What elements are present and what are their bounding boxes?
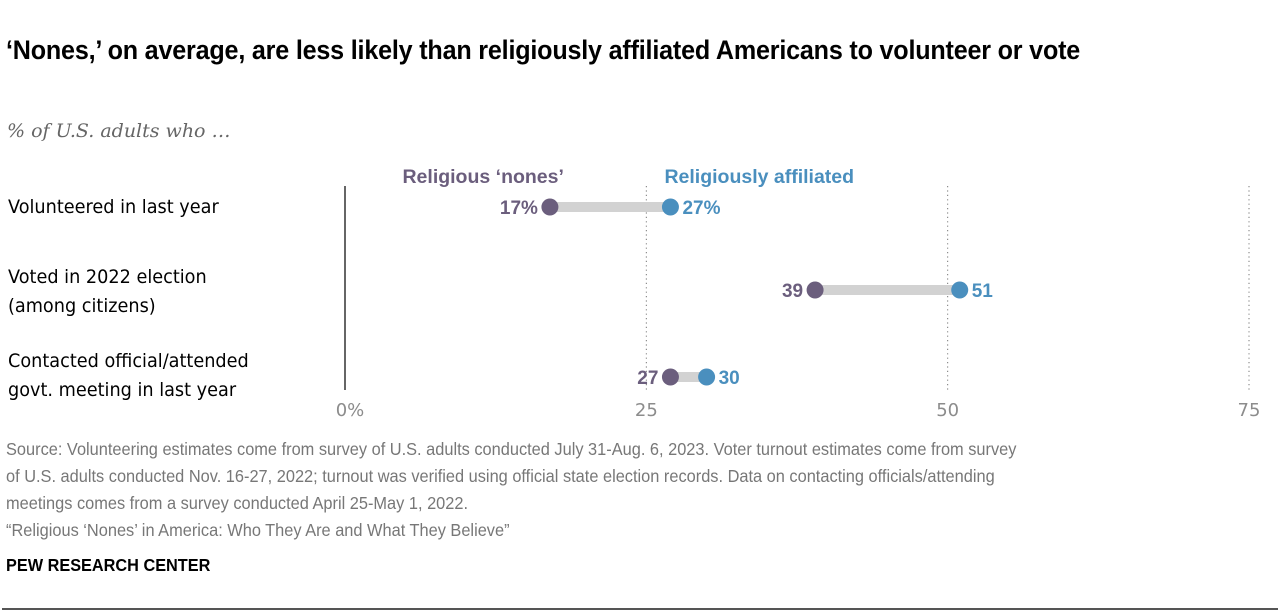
row-label-voted: Voted in 2022 election (among citizens) [8, 263, 207, 321]
x-tick-label-25: 25 [635, 400, 658, 421]
x-tick-label-75: 75 [1238, 400, 1261, 421]
x-tick-label-0: 0% [336, 400, 365, 421]
x-tick-label-50: 50 [936, 400, 959, 421]
dot-religiously-affiliated [698, 368, 716, 386]
dot-religious-nones [661, 368, 679, 386]
connector-bar [670, 372, 707, 382]
chart-subtitle: % of U.S. adults who … [7, 120, 231, 142]
brand-logo-text: PEW RESEARCH CENTER [6, 555, 211, 575]
row-label-line: Volunteered in last year [8, 196, 219, 218]
bottom-divider [2, 608, 1278, 610]
row-group-1: 39 51 [782, 281, 993, 302]
dot-religiously-affiliated [951, 281, 969, 299]
legend-religiously-affiliated: Religiously affiliated [664, 166, 854, 188]
connector-bar [815, 285, 960, 295]
connector-bar [549, 202, 671, 212]
report-title: “Religious ‘Nones’ in America: Who They … [6, 520, 510, 540]
chart-title: ‘Nones,’ on average, are less likely tha… [6, 35, 1081, 65]
row-label-line: Voted in 2022 election [8, 266, 207, 288]
row-label-volunteered: Volunteered in last year [8, 193, 219, 222]
source-note: Source: Volunteering estimates come from… [6, 436, 1184, 544]
source-line: meetings comes from a survey conducted A… [6, 493, 469, 513]
row-label-contacted: Contacted official/attended govt. meetin… [8, 347, 249, 405]
dot-religiously-affiliated [661, 198, 679, 216]
value-label-religiously-affiliated: 30 [719, 368, 740, 389]
value-label-religiously-affiliated: 51 [972, 281, 994, 302]
row-label-line: Contacted official/attended [8, 350, 249, 372]
legend-religious-nones: Religious ‘nones’ [402, 166, 563, 188]
dot-religious-nones [541, 198, 559, 216]
value-label-religiously-affiliated: 27% [682, 198, 720, 219]
row-group-0: 17% 27% [500, 198, 721, 219]
row-label-line: govt. meeting in last year [8, 379, 237, 401]
value-label-religious-nones: 27 [637, 368, 658, 389]
value-label-religious-nones: 39 [782, 281, 803, 302]
row-label-line: (among citizens) [8, 295, 156, 317]
source-line: of U.S. adults conducted Nov. 16-27, 202… [6, 466, 995, 486]
dot-religious-nones [806, 281, 824, 299]
value-label-religious-nones: 17% [500, 198, 538, 219]
axis-layer: 0% 25 50 75 [336, 400, 1261, 421]
source-line: Source: Volunteering estimates come from… [6, 439, 1017, 459]
marks-layer: 17% 27% 39 51 27 30 [500, 198, 993, 389]
row-group-2: 27 30 [637, 368, 739, 389]
legend-layer: Religious ‘nones’ Religiously affiliated [402, 166, 854, 188]
